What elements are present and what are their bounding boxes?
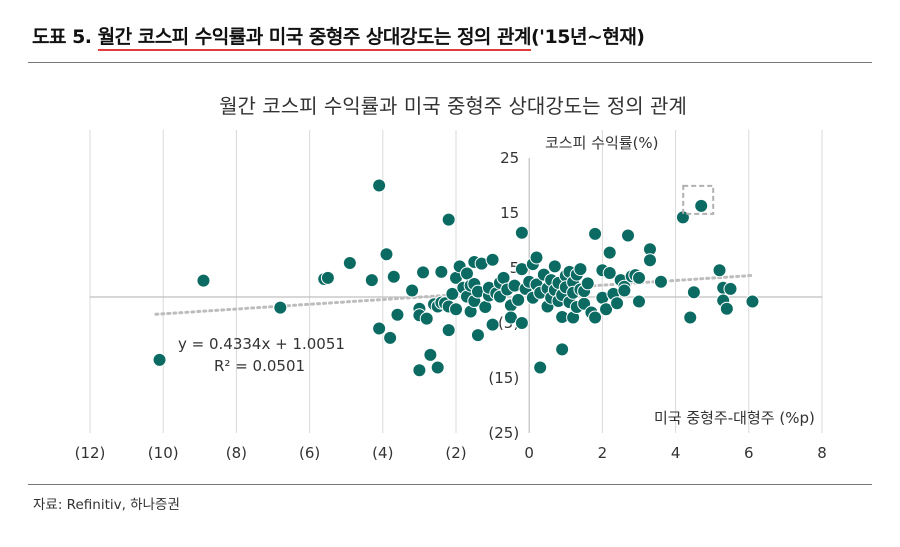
data-point (632, 294, 646, 309)
data-point (470, 328, 485, 343)
x-tick-label: (8) (226, 444, 247, 462)
data-point (434, 264, 449, 279)
data-point (533, 360, 548, 375)
figure-number: 도표 5. (32, 26, 98, 48)
data-point (390, 307, 405, 322)
data-point (610, 296, 625, 311)
data-point (632, 270, 646, 285)
data-point (196, 273, 211, 288)
data-point (642, 253, 657, 268)
data-point (372, 321, 387, 336)
data-point (445, 286, 460, 301)
data-point (511, 292, 526, 307)
data-point (514, 225, 529, 240)
data-point (364, 273, 379, 288)
data-point (441, 323, 456, 338)
data-point (320, 270, 335, 285)
data-point (416, 265, 431, 280)
top-rule (28, 62, 872, 63)
data-point (602, 265, 617, 280)
data-point (617, 283, 632, 298)
data-point (723, 281, 738, 296)
y-tick-label: (25) (488, 424, 519, 442)
data-point (478, 300, 493, 315)
data-point (712, 263, 727, 278)
highlight-box (682, 184, 715, 215)
bottom-rule (28, 484, 872, 485)
data-point (588, 226, 603, 241)
data-point (379, 247, 394, 262)
data-point (449, 302, 463, 317)
data-point (686, 285, 701, 300)
x-tick-label: (6) (299, 444, 320, 462)
data-point (529, 250, 544, 265)
data-point (386, 269, 401, 284)
x-tick-label: 0 (524, 444, 534, 462)
y-tick-label: 25 (500, 149, 519, 167)
figure-title-highlight: 월간 코스피 수익률과 미국 중형주 상대강도는 정의 관계 (97, 26, 532, 51)
data-point (441, 212, 456, 227)
data-point (621, 228, 636, 243)
data-point (547, 259, 562, 274)
grid-lines (89, 130, 823, 433)
data-point (152, 352, 167, 367)
chart-title: 월간 코스피 수익률과 미국 중형주 상대강도는 정의 관계 (219, 94, 687, 118)
data-point (573, 262, 588, 277)
data-point (602, 245, 617, 260)
data-point (423, 347, 438, 362)
y-tick-label: 15 (500, 204, 519, 222)
x-tick-label: 2 (598, 444, 608, 462)
data-point (514, 316, 529, 330)
x-tick-label: 8 (817, 444, 827, 462)
source-note: 자료: Refinitiv, 하나증권 (33, 497, 180, 513)
data-point (599, 302, 614, 317)
figure-header: 도표 5. 월간 코스피 수익률과 미국 중형주 상대강도는 정의 관계('15… (32, 22, 645, 51)
x-tick-label: (2) (445, 444, 466, 462)
data-point (503, 310, 518, 325)
data-points (152, 178, 760, 378)
data-point (588, 310, 603, 325)
x-tick-label: (12) (75, 444, 106, 462)
x-axis-label: 미국 중형주-대형주 (%p) (654, 409, 815, 427)
r-squared: R² = 0.0501 (214, 357, 305, 375)
data-point (496, 270, 511, 285)
data-point (580, 276, 595, 291)
data-point (653, 274, 668, 289)
annotations (682, 184, 715, 215)
y-tick-label: 5 (510, 259, 520, 277)
data-point (419, 311, 434, 326)
x-tick-label: 6 (744, 444, 754, 462)
data-point (412, 363, 427, 378)
data-point (683, 310, 698, 325)
data-point (405, 283, 420, 298)
data-point (555, 342, 570, 357)
data-point (485, 252, 500, 267)
data-point (430, 360, 445, 375)
x-tick-label: 4 (671, 444, 681, 462)
trend-equation: y = 0.4334x + 1.0051 (178, 335, 345, 353)
y-axis-label: 코스피 수익률(%) (545, 134, 659, 152)
data-point (694, 198, 709, 213)
x-tick-label: (10) (148, 444, 179, 462)
data-point (342, 256, 357, 271)
data-point (745, 294, 760, 309)
data-point (485, 317, 500, 332)
figure-period: ('15년~현재) (531, 26, 645, 48)
tick-labels: (12)(10)(8)(6)(4)(2)0246825155(5)(15)(25… (75, 149, 827, 462)
y-tick-label: (15) (488, 369, 519, 387)
data-point (383, 330, 398, 345)
data-point (273, 300, 288, 315)
data-point (719, 301, 734, 316)
x-tick-label: (4) (372, 444, 393, 462)
data-point (372, 178, 387, 193)
